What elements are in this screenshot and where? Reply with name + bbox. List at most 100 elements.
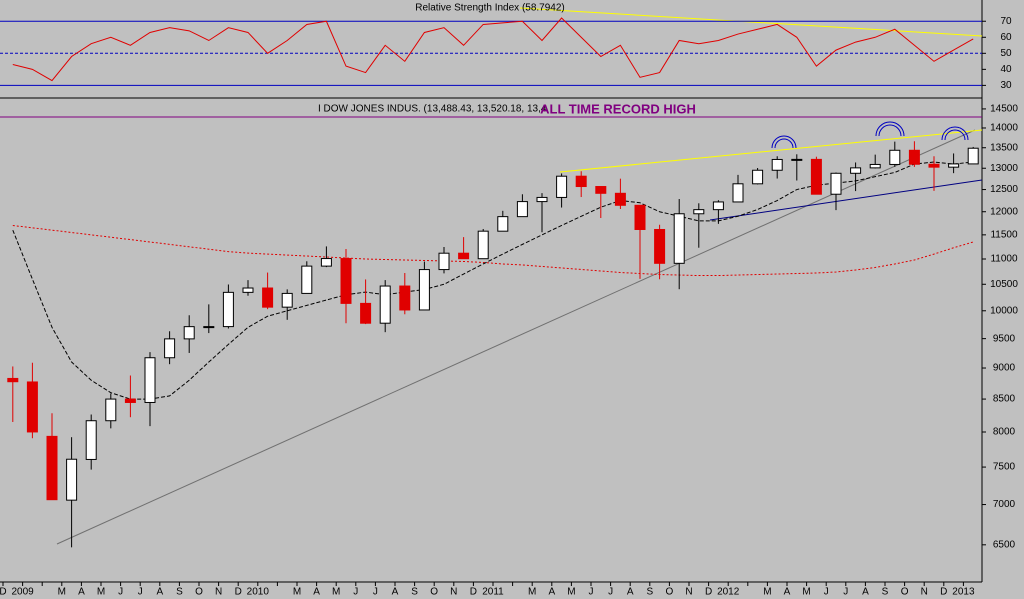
candle-body (379, 285, 391, 324)
trendline (709, 179, 983, 221)
candle-body (360, 302, 372, 324)
candle-body (262, 287, 274, 308)
x-tick-label: J (608, 587, 613, 598)
candle-body (673, 213, 685, 264)
price-title: I DOW JONES INDUS. (13,488.43, 13,520.18… (318, 104, 547, 115)
candle-body (7, 377, 19, 383)
candle-body (889, 149, 901, 165)
candle-body (164, 338, 176, 359)
x-tick-label: M (293, 587, 301, 598)
y-tick-label: 6500 (993, 539, 1016, 550)
trendline (559, 129, 983, 173)
x-tick-label: 2013 (952, 587, 975, 598)
candle-body (654, 228, 666, 264)
y-tick-label: 7500 (993, 462, 1016, 473)
x-tick-label: A (784, 587, 791, 598)
candle-body (614, 192, 626, 206)
candle-body (908, 149, 920, 165)
x-tick-label: J (373, 587, 378, 598)
x-tick-label: O (430, 587, 438, 598)
x-tick-label: D (705, 587, 712, 598)
y-tick-label: 13000 (990, 163, 1018, 174)
y-tick-label: 70 (1000, 16, 1012, 27)
x-tick-label: N (450, 587, 457, 598)
candle-body (830, 172, 842, 195)
candle-body (595, 186, 607, 194)
y-tick-label: 14000 (990, 123, 1018, 134)
x-tick-label: J (118, 587, 123, 598)
x-tick-label: A (313, 587, 320, 598)
candle-body (810, 158, 822, 195)
y-tick-label: 9000 (993, 363, 1016, 374)
x-tick-label: M (567, 587, 575, 598)
y-tick-label: 14500 (990, 104, 1018, 115)
candle-body (26, 381, 38, 433)
y-tick-label: 30 (1000, 80, 1012, 91)
x-tick-label: N (685, 587, 692, 598)
candle-body (203, 326, 215, 329)
x-tick-label: O (195, 587, 203, 598)
x-tick-label: A (156, 587, 163, 598)
x-tick-label: D (470, 587, 477, 598)
candle-body (46, 435, 58, 501)
candle-body (948, 163, 960, 168)
candle-body (66, 458, 78, 501)
x-tick-label: M (528, 587, 536, 598)
y-tick-label: 10500 (990, 279, 1018, 290)
x-tick-label: O (666, 587, 674, 598)
candle-body (222, 291, 234, 328)
candle-body (850, 167, 862, 174)
candle-body (752, 169, 764, 185)
candle-body (340, 258, 352, 304)
x-tick-label: A (392, 587, 399, 598)
x-tick-label: M (97, 587, 105, 598)
rsi-line (12, 17, 974, 82)
y-tick-label: 12500 (990, 184, 1018, 195)
x-tick-label: S (646, 587, 653, 598)
x-tick-label: 2009 (11, 587, 34, 598)
candle-body (301, 265, 313, 294)
y-tick-label: 12000 (990, 206, 1018, 217)
candle-body (399, 285, 411, 311)
y-tick-label: 40 (1000, 64, 1012, 75)
candle-body (791, 158, 803, 161)
candle-body (732, 183, 744, 203)
candle-body (556, 175, 568, 198)
candle-body (183, 326, 195, 340)
candle-body (242, 287, 254, 293)
rsi-title: Relative Strength Index (58.7942) (415, 3, 565, 14)
trendline (56, 129, 976, 545)
y-tick-label: 60 (1000, 32, 1012, 43)
candle-body (124, 398, 136, 403)
x-tick-label: M (763, 587, 771, 598)
rsi-trendline (519, 7, 983, 37)
x-tick-label: M (802, 587, 810, 598)
y-tick-label: 11500 (990, 229, 1018, 240)
candle-body (497, 216, 509, 232)
moving-average (12, 224, 974, 277)
candle-body (320, 258, 332, 267)
x-tick-label: J (843, 587, 848, 598)
x-tick-label: S (411, 587, 418, 598)
x-tick-label: N (215, 587, 222, 598)
x-tick-label: D (235, 587, 242, 598)
y-tick-label: 8000 (993, 427, 1016, 438)
candle-body (281, 292, 293, 308)
candle-body (85, 420, 97, 460)
candle-body (536, 196, 548, 203)
x-tick-label: A (548, 587, 555, 598)
candle-body (967, 147, 979, 165)
x-tick-label: 2012 (717, 587, 740, 598)
candle-body (105, 398, 117, 422)
x-tick-label: D (940, 587, 947, 598)
candle-body (634, 204, 646, 230)
x-tick-label: S (882, 587, 889, 598)
x-tick-label: O (901, 587, 909, 598)
candle-body (477, 230, 489, 260)
y-tick-label: 9500 (993, 333, 1016, 344)
y-tick-label: 13500 (990, 142, 1018, 153)
x-tick-label: N (921, 587, 928, 598)
